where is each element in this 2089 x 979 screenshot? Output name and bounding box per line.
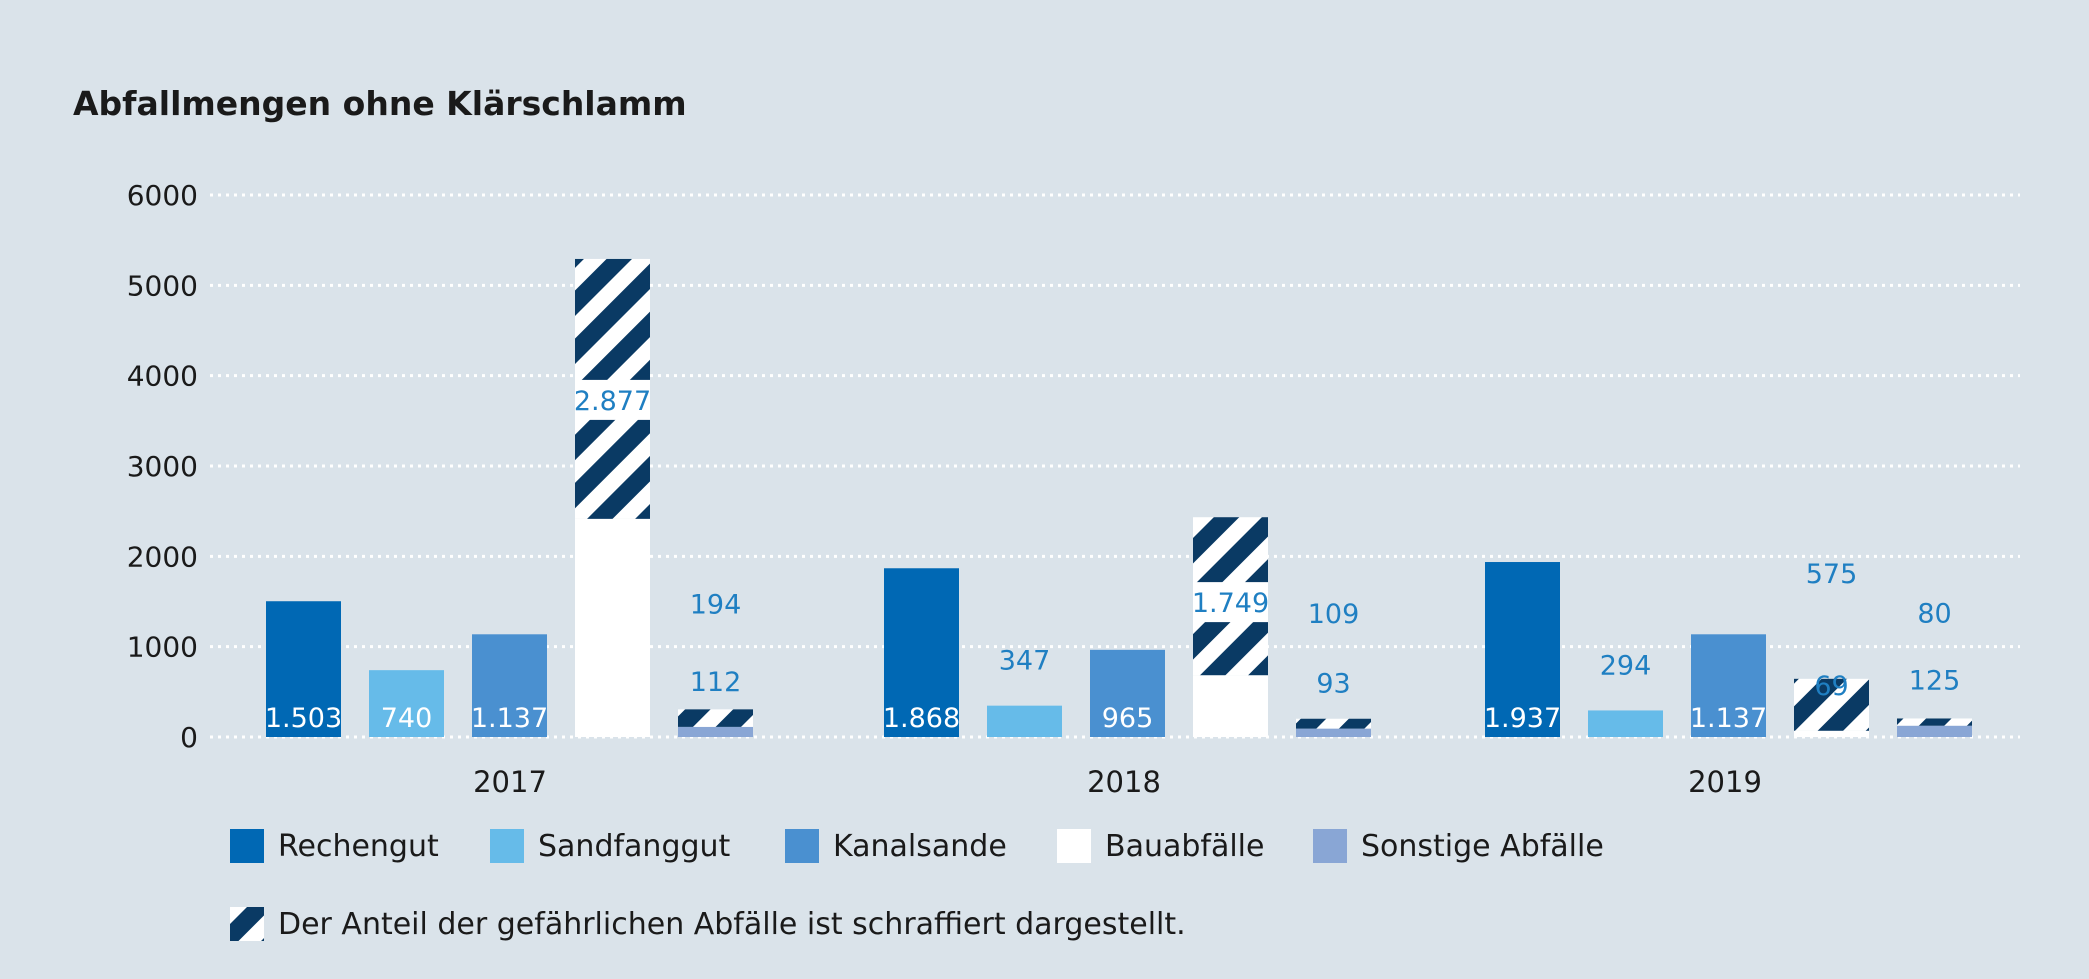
bar [575,518,650,737]
x-axis: 2017 2018 2019 [473,765,1762,799]
bar [987,705,1062,737]
bar-hazardous [678,709,753,727]
data-label: 684 [1205,703,1257,734]
label-background [1193,582,1268,623]
legend-label: Sonstige Abfälle [1361,829,1604,864]
hatch-note-text: Der Anteil der gefährlichen Abfälle ist … [278,907,1186,942]
bar [1485,562,1560,737]
bar [1897,725,1972,737]
data-label: 112 [690,667,742,698]
bar-hazardous [1794,678,1869,731]
data-label: 69 [1814,671,1848,702]
bar [1090,649,1165,737]
legend-label: Rechengut [278,829,439,864]
y-tick-label: 5000 [127,269,198,302]
data-label: 1.137 [1690,703,1767,734]
data-label: 109 [1308,599,1360,630]
data-label: 2.415 [574,703,651,734]
hatch-swatch [230,907,264,941]
bar [1193,675,1268,737]
label-background [575,379,650,420]
data-label: 965 [1102,703,1154,734]
bar [1296,728,1371,737]
data-label: 93 [1316,669,1350,700]
data-label: 347 [999,646,1051,677]
y-tick-label: 6000 [127,179,198,212]
y-tick-label: 0 [180,721,198,754]
data-label: 294 [1600,650,1652,681]
data-label: 1.749 [1192,588,1269,619]
y-tick-label: 3000 [127,450,198,483]
y-tick-label: 2000 [127,540,198,573]
data-labels: 1.503 740 1.137 2.415 2.877 112 194 1.868 347 965… [265,386,1960,734]
bar [266,601,341,737]
data-label: 125 [1909,666,1961,697]
chart-title: Abfallmengen ohne Klärschlamm [73,84,687,123]
x-tick-label: 2019 [1688,765,1762,799]
legend-label: Bauabfälle [1105,829,1264,864]
bar-hazardous [1897,718,1972,726]
data-label: 2.877 [574,386,651,417]
bar [472,634,547,737]
data-label: 1.868 [883,703,960,734]
x-tick-label: 2018 [1087,765,1161,799]
legend-label: Sandfanggut [538,829,731,864]
bar [678,726,753,737]
legend-swatch [490,829,524,863]
bar [369,670,444,737]
legend-swatch [230,829,264,863]
bar [1794,730,1869,737]
bar [1691,634,1766,737]
data-label: 575 [1806,559,1858,590]
data-label: 740 [381,703,433,734]
data-label: 1.137 [471,703,548,734]
legend-swatch [785,829,819,863]
x-tick-label: 2017 [473,765,547,799]
data-label: 1.503 [265,703,342,734]
bar-hazardous [1296,718,1371,729]
y-axis: 0 1000 2000 3000 4000 5000 6000 [127,179,198,754]
data-label: 194 [690,589,742,620]
y-tick-label: 1000 [127,631,198,664]
data-label: 1.937 [1484,703,1561,734]
hatch-note: Der Anteil der gefährlichen Abfälle ist … [230,907,1186,942]
legend: Rechengut Sandfanggut Kanalsande Bauabfälle… [230,829,1604,864]
legend-swatch [1057,829,1091,863]
legend-label: Kanalsande [833,829,1007,864]
bars [266,258,1972,737]
legend-swatch [1313,829,1347,863]
bar [1588,710,1663,737]
data-label: 80 [1917,598,1951,629]
y-tick-label: 4000 [127,360,198,393]
bar [884,568,959,737]
